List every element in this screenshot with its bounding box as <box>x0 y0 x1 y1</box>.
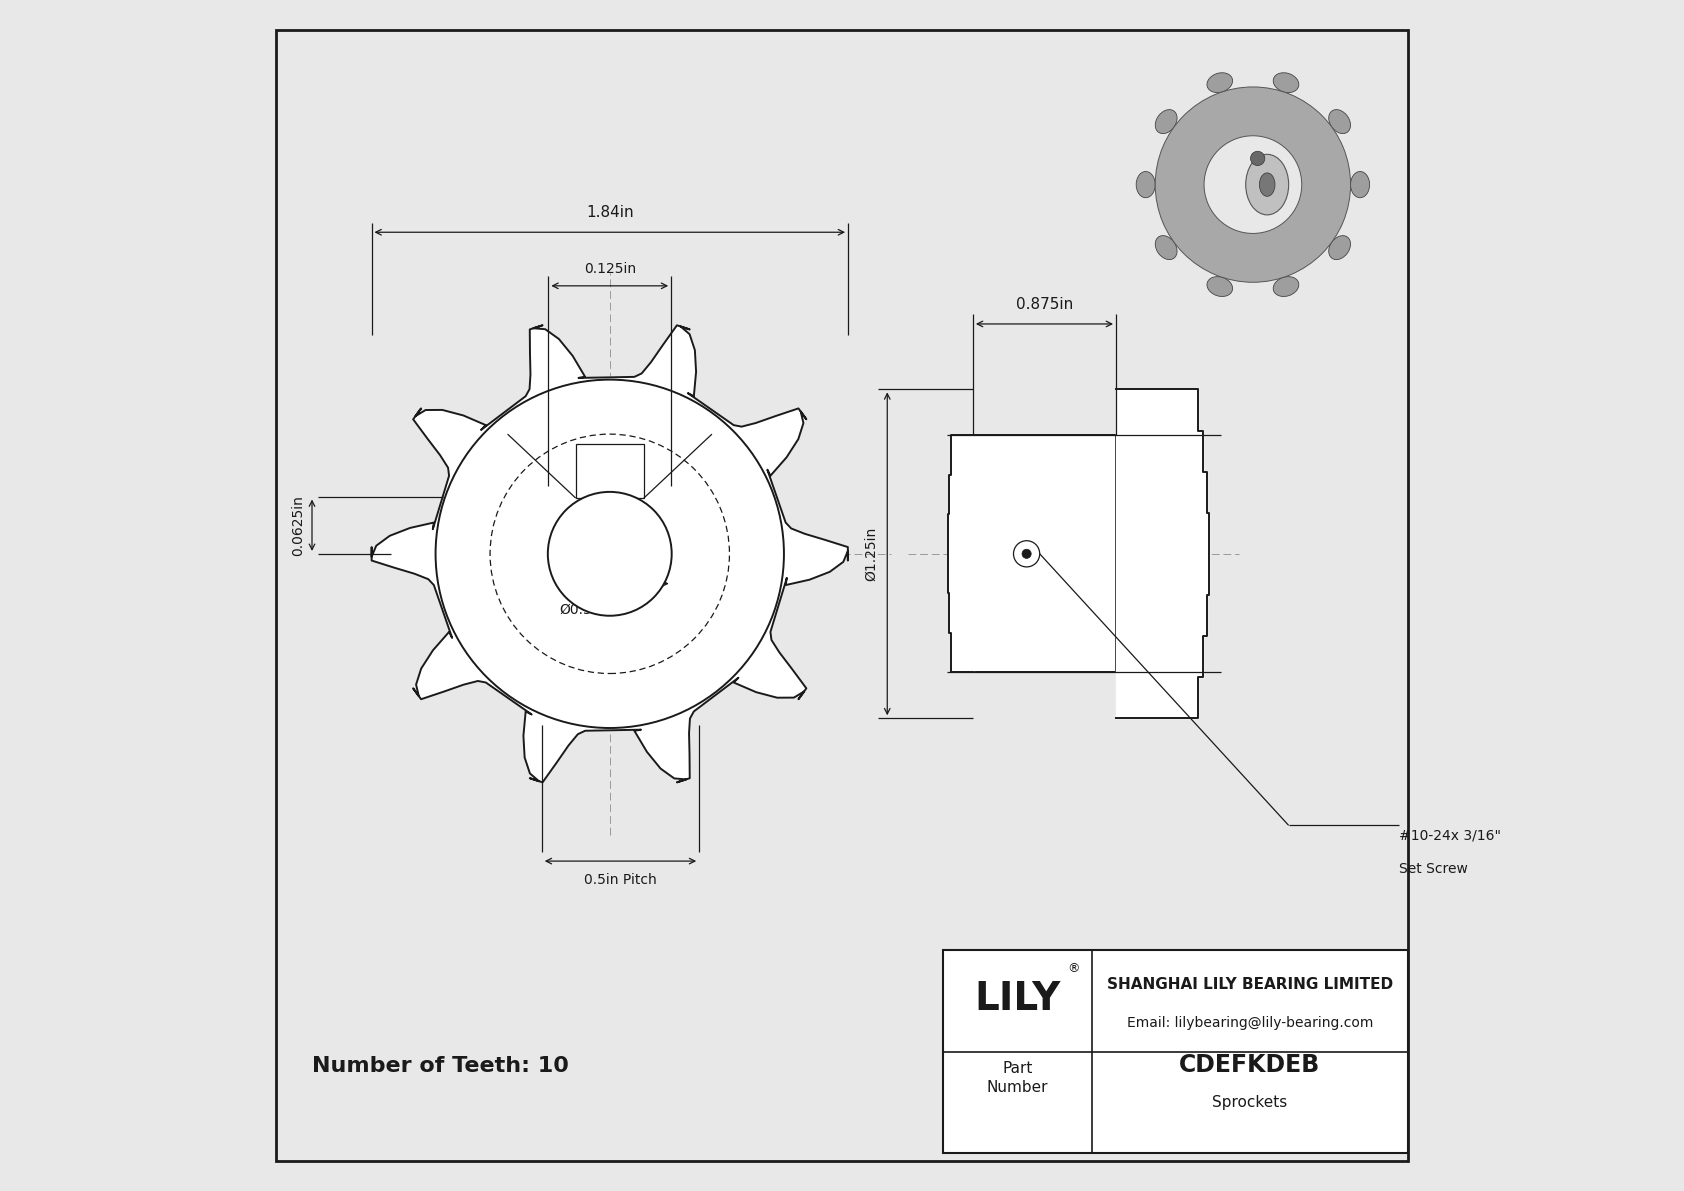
Ellipse shape <box>1137 172 1155 198</box>
Text: 0.5in Pitch: 0.5in Pitch <box>584 873 657 887</box>
Ellipse shape <box>1207 73 1233 93</box>
Text: 0.0625in: 0.0625in <box>291 494 305 556</box>
Ellipse shape <box>1207 276 1233 297</box>
Ellipse shape <box>1329 236 1351 260</box>
Text: #10-24x 3/16": #10-24x 3/16" <box>1399 829 1502 843</box>
Bar <box>943 950 1408 1153</box>
Text: ®: ® <box>1068 961 1079 974</box>
Polygon shape <box>1116 389 1209 718</box>
Circle shape <box>1022 549 1031 559</box>
Text: SHANGHAI LILY BEARING LIMITED: SHANGHAI LILY BEARING LIMITED <box>1106 978 1393 992</box>
Ellipse shape <box>1329 110 1351 133</box>
Text: Ø0.5in: Ø0.5in <box>559 603 605 617</box>
Text: LILY: LILY <box>975 980 1061 1018</box>
Text: Email: lilybearing@lily-bearing.com: Email: lilybearing@lily-bearing.com <box>1127 1016 1372 1030</box>
Ellipse shape <box>1155 110 1177 133</box>
Text: Set Screw: Set Screw <box>1399 862 1468 877</box>
Polygon shape <box>948 436 973 672</box>
Ellipse shape <box>1155 236 1177 260</box>
Circle shape <box>1251 151 1265 166</box>
Text: 0.875in: 0.875in <box>1015 297 1073 312</box>
Text: 0.125in: 0.125in <box>584 262 637 276</box>
Ellipse shape <box>1246 155 1288 214</box>
Circle shape <box>547 492 672 616</box>
Polygon shape <box>372 325 849 782</box>
Ellipse shape <box>1273 276 1298 297</box>
Circle shape <box>1014 541 1039 567</box>
Bar <box>973 436 1116 672</box>
Text: CDEFKDEB: CDEFKDEB <box>1179 1053 1320 1077</box>
Text: Sprockets: Sprockets <box>1212 1095 1288 1110</box>
Text: Number of Teeth: 10: Number of Teeth: 10 <box>312 1056 569 1075</box>
Text: Part
Number: Part Number <box>987 1060 1049 1096</box>
Ellipse shape <box>1260 173 1275 197</box>
Ellipse shape <box>1351 172 1369 198</box>
Bar <box>576 444 643 498</box>
Text: Ø1.25in: Ø1.25in <box>864 526 877 581</box>
Wedge shape <box>1155 87 1351 282</box>
Ellipse shape <box>1273 73 1298 93</box>
Text: 1.84in: 1.84in <box>586 205 633 220</box>
